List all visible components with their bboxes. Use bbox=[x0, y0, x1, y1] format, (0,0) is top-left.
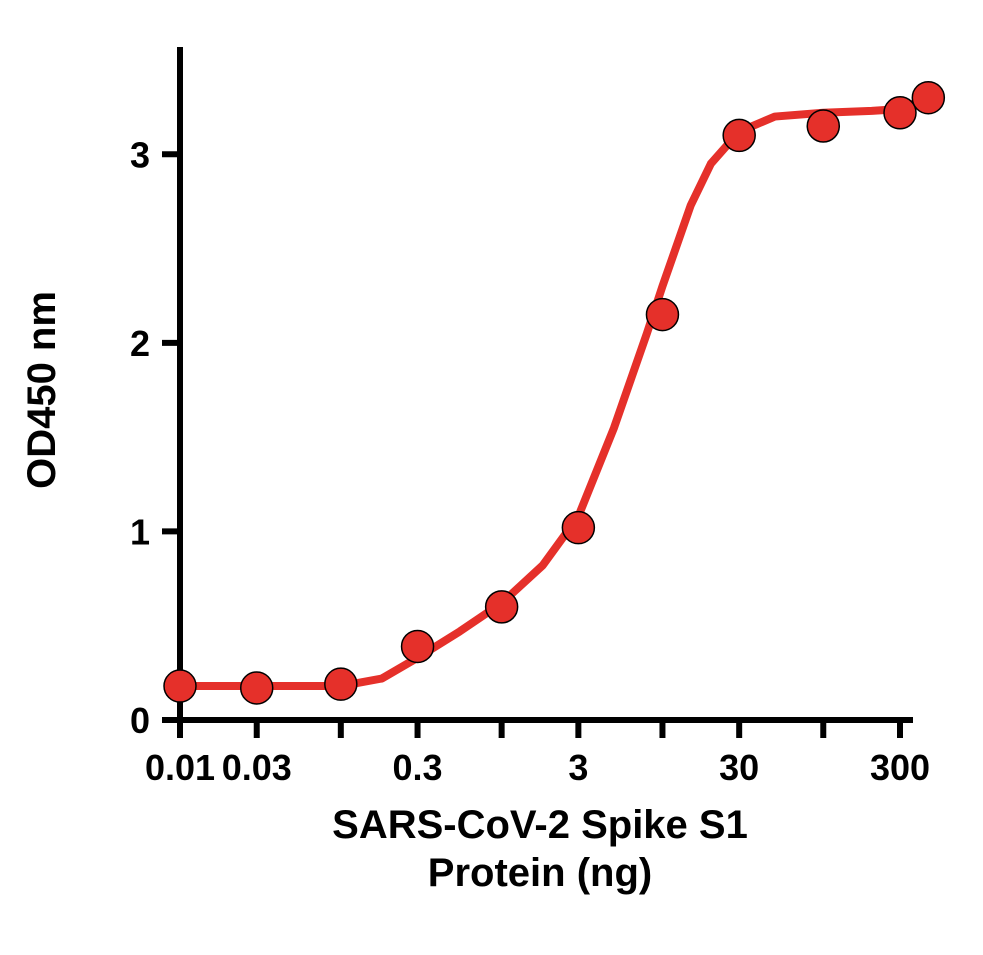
data-marker bbox=[164, 670, 196, 702]
data-marker bbox=[486, 591, 518, 623]
y-tick-label: 1 bbox=[130, 511, 150, 552]
data-marker bbox=[723, 119, 755, 151]
data-marker bbox=[402, 630, 434, 662]
data-marker bbox=[562, 512, 594, 544]
data-marker bbox=[912, 82, 944, 114]
data-marker bbox=[807, 110, 839, 142]
chart-container: 0 1 2 3 0.010.03 0.3 3 30 300 OD450 nm SARS-CoV-2 … bbox=[0, 0, 983, 955]
data-marker bbox=[884, 97, 916, 129]
x-tick-label: 0.01 bbox=[145, 747, 215, 788]
data-marker bbox=[241, 672, 273, 704]
x-axis-label-line1: SARS-CoV-2 Spike S1 bbox=[332, 803, 748, 847]
y-tick-label: 3 bbox=[130, 134, 150, 175]
x-tick-label: 0.3 bbox=[393, 747, 443, 788]
x-tick-label: 3 bbox=[568, 747, 588, 788]
x-tick-label: 30 bbox=[719, 747, 759, 788]
x-tick-label: 300 bbox=[870, 747, 930, 788]
x-tick-label: 0.03 bbox=[222, 747, 292, 788]
chart-svg: 0 1 2 3 0.010.03 0.3 3 30 300 OD450 nm SARS-CoV-2 … bbox=[0, 0, 983, 955]
y-tick-label: 2 bbox=[130, 323, 150, 364]
y-tick-label: 0 bbox=[130, 700, 150, 741]
data-marker bbox=[646, 299, 678, 331]
y-axis-label: OD450 nm bbox=[20, 291, 64, 489]
x-axis-label-line2: Protein (ng) bbox=[428, 851, 652, 895]
data-marker bbox=[325, 668, 357, 700]
